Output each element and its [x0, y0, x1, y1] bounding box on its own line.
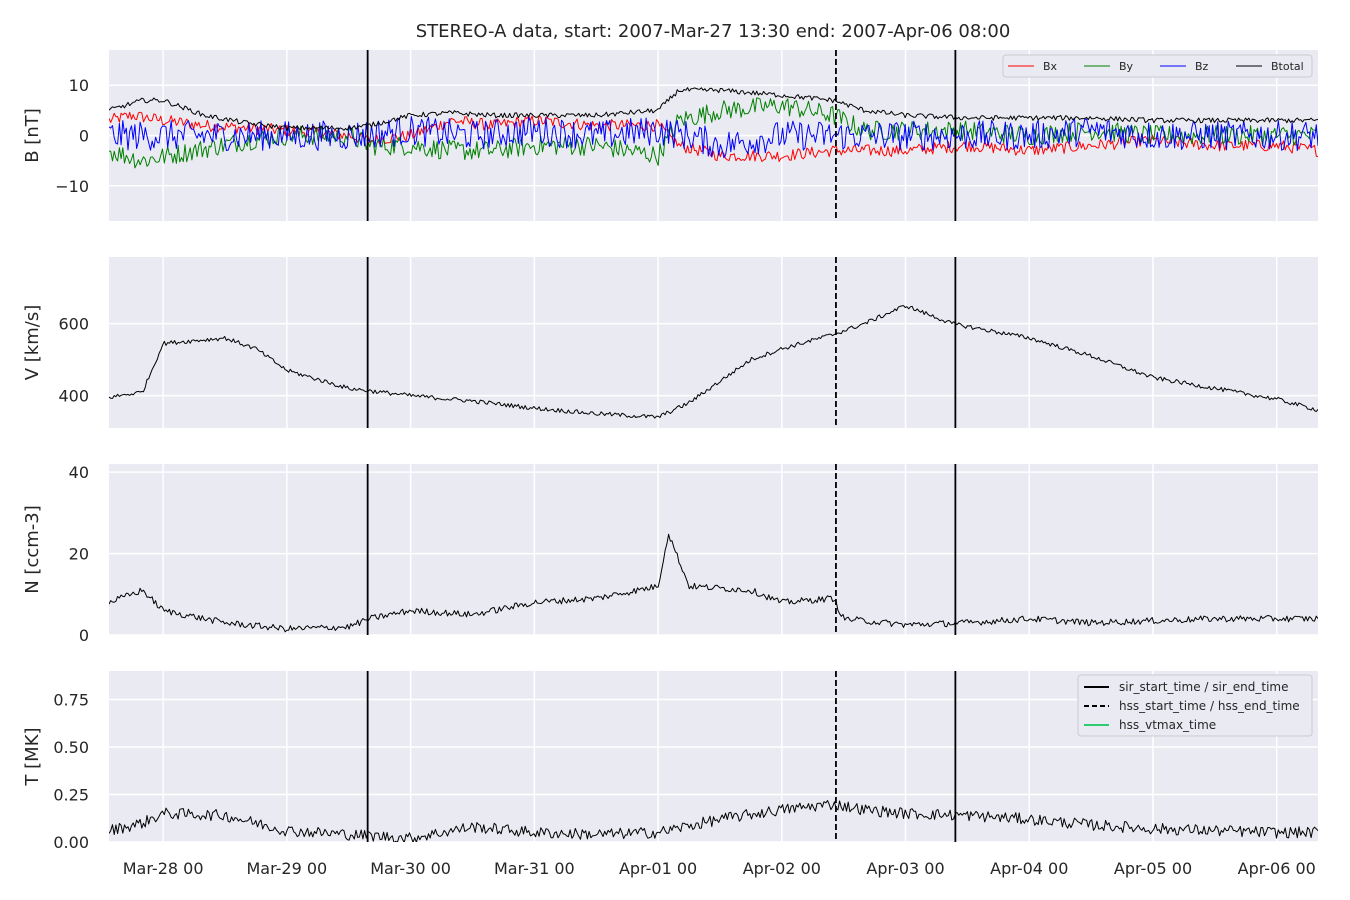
y-tick-label: 0.50 — [53, 738, 89, 757]
plot-background — [109, 464, 1318, 635]
y-tick-label: 600 — [58, 315, 89, 334]
plot-background — [109, 257, 1318, 428]
y-axis-label: N [ccm-3] — [22, 505, 43, 594]
y-tick-label: 400 — [58, 387, 89, 406]
x-tick-label: Apr-02 00 — [743, 859, 821, 878]
legend-entry: hss_start_time / hss_end_time — [1119, 699, 1300, 713]
x-tick-label: Mar-30 00 — [370, 859, 451, 878]
legend-entry: Bz — [1195, 60, 1209, 73]
legend-entry: By — [1119, 60, 1134, 73]
legend-entry: Btotal — [1271, 60, 1304, 73]
x-tick-label: Apr-06 00 — [1238, 859, 1316, 878]
panel-0: −10 0 10 B [nT] Bx By Bz Btotal — [22, 50, 1318, 221]
y-tick-label: 40 — [69, 463, 89, 482]
x-tick-label: Mar-31 00 — [494, 859, 575, 878]
panels: −10 0 10 B [nT] Bx By Bz Btotal 400 600 V [km/s] 0 2… — [22, 50, 1318, 852]
y-tick-label: 20 — [69, 545, 89, 564]
y-tick-label: 0 — [79, 626, 89, 645]
y-tick-label: 10 — [69, 76, 89, 95]
series-group — [109, 305, 1318, 419]
y-axis-label: T [MK] — [22, 727, 43, 786]
x-tick-label: Mar-28 00 — [123, 859, 204, 878]
series-line-value — [109, 800, 1318, 842]
y-tick-label: 0 — [79, 127, 89, 146]
y-tick-label: 0.75 — [53, 691, 89, 710]
legend-frame — [1077, 674, 1313, 737]
panel-3: 0.00 0.25 0.50 0.75 T [MK] sir_start_time / s… — [22, 671, 1318, 852]
series-line-value — [109, 533, 1318, 633]
series-group — [109, 533, 1318, 633]
panel-2: 0 20 40 N [ccm-3] — [22, 463, 1318, 645]
chart-title: STEREO-A data, start: 2007-Mar-27 13:30 … — [416, 21, 1011, 42]
x-tick-label: Apr-03 00 — [866, 859, 944, 878]
x-tick-label: Apr-01 00 — [619, 859, 697, 878]
series-line-by — [109, 97, 1318, 169]
series-group — [109, 800, 1318, 842]
legend-frame — [1002, 54, 1313, 78]
y-axis-label: V [km/s] — [22, 305, 43, 380]
x-tick-label: Apr-04 00 — [990, 859, 1068, 878]
legend-b: Bx By Bz Btotal — [1002, 54, 1313, 78]
y-tick-label: −10 — [55, 177, 89, 196]
legend-entry: Bx — [1043, 60, 1058, 73]
x-tick-label: Apr-05 00 — [1114, 859, 1192, 878]
panel-1: 400 600 V [km/s] — [22, 257, 1318, 428]
y-axis-label: B [nT] — [22, 108, 43, 163]
x-tick-labels: Mar-28 00 Mar-29 00 Mar-30 00 Mar-31 00 Apr-… — [123, 859, 1316, 878]
legend-entry: sir_start_time / sir_end_time — [1119, 680, 1289, 694]
y-tick-label: 0.00 — [53, 833, 89, 852]
series-line-bz — [109, 115, 1318, 159]
y-tick-label: 0.25 — [53, 786, 89, 805]
legend-entry: hss_vtmax_time — [1119, 718, 1216, 732]
series-line-btotal — [109, 87, 1318, 131]
x-tick-label: Mar-29 00 — [246, 859, 327, 878]
series-group — [109, 87, 1318, 169]
series-line-value — [109, 305, 1318, 419]
legend-events: sir_start_time / sir_end_time hss_start_t… — [1077, 674, 1313, 737]
